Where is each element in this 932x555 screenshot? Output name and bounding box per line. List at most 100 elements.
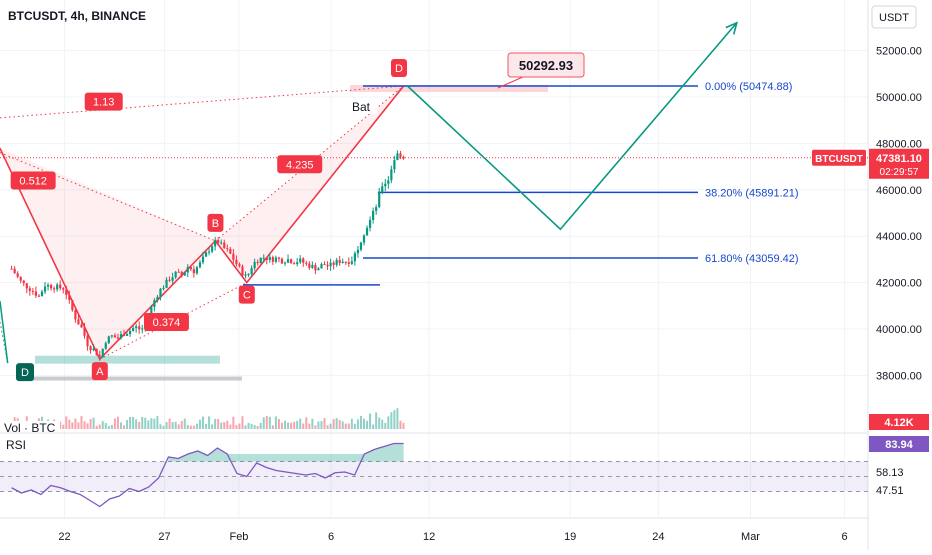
volume-bar-91	[287, 422, 290, 429]
point-badge-C	[238, 285, 255, 304]
candle-body-73	[232, 253, 235, 260]
volume-bar-62	[198, 419, 201, 429]
volume-label-bg	[0, 421, 60, 435]
volume-bar-54	[174, 421, 177, 429]
candle-body-19	[68, 295, 71, 301]
pattern-name: Bat	[352, 100, 371, 114]
candle-body-87	[274, 257, 278, 262]
volume-bar-78	[247, 422, 250, 429]
volume-bar-29	[98, 424, 101, 429]
candle-body-74	[235, 259, 238, 265]
candle-body-127	[396, 153, 399, 161]
target-callout-label: 50292.93	[519, 58, 573, 73]
volume-bar-64	[205, 423, 208, 429]
candle-body-42	[138, 326, 141, 330]
volume-bar-33	[110, 424, 113, 429]
candle-body-3	[19, 276, 22, 281]
volume-bar-98	[308, 423, 311, 429]
volume-bar-71	[226, 420, 229, 429]
x-tick-5: 19	[564, 531, 576, 543]
volume-bar-30	[101, 421, 104, 429]
volume-bar-128	[399, 420, 402, 429]
candle-body-92	[289, 259, 293, 264]
fib-label-2: 61.80% (43059.42)	[705, 253, 799, 265]
volume-bar-50	[162, 425, 165, 429]
candle-body-80	[253, 261, 256, 269]
candle-body-33	[110, 335, 113, 337]
candle-body-72	[229, 249, 232, 254]
candle-body-118	[368, 219, 372, 228]
candle-body-76	[241, 266, 244, 276]
candle-body-29	[98, 355, 101, 357]
previous-pattern: D	[0, 301, 242, 382]
volume-bar-114	[356, 419, 359, 429]
candle-body-101	[317, 268, 320, 271]
candle-body-69	[220, 242, 223, 244]
candle-body-13	[49, 284, 53, 289]
candle-body-68	[217, 240, 220, 244]
candle-body-37	[122, 334, 126, 336]
last-price-value: 47381.10	[876, 153, 922, 165]
volume-bar-81	[256, 425, 259, 429]
volume-bar-96	[302, 423, 305, 429]
candle-body-63	[201, 256, 205, 263]
rsi-value-badge	[869, 436, 929, 452]
candle-body-0	[10, 268, 13, 270]
candle-body-78	[247, 274, 250, 276]
volume-bar-80	[253, 425, 256, 429]
volume-bar-40	[132, 417, 135, 429]
volume-bar-47	[153, 418, 156, 429]
candle-body-34	[113, 335, 116, 338]
volume-bar-109	[341, 421, 344, 429]
candle-body-23	[80, 324, 83, 328]
volume-bar-44	[144, 417, 147, 429]
pattern-fill-bcd	[215, 85, 404, 283]
pattern-fill-xab	[0, 148, 216, 360]
projection	[406, 21, 738, 231]
volume-bar-51	[165, 422, 168, 429]
candle-body-43	[141, 328, 144, 330]
point-label-B: B	[212, 218, 219, 230]
volume-bar-129	[402, 422, 405, 429]
candle-body-108	[338, 260, 341, 264]
candle-body-1	[13, 268, 16, 274]
y-tick-1: 50000.00	[876, 92, 922, 104]
volume-bar-57	[183, 418, 186, 429]
volume-bar-41	[135, 419, 138, 429]
candle-body-114	[356, 249, 360, 254]
ratio-label-1: 0.512	[19, 176, 47, 188]
volume-bar-83	[262, 417, 265, 429]
candle-body-35	[116, 337, 120, 339]
ratio-badge-0	[84, 92, 123, 111]
y-tick-0: 52000.00	[876, 46, 922, 58]
candle-body-98	[308, 263, 311, 268]
volume-bar-113	[353, 423, 356, 429]
candle-body-89	[280, 258, 284, 264]
volume-bar-122	[381, 419, 384, 429]
volume-bar-38	[126, 419, 129, 429]
candle-body-20	[71, 300, 74, 311]
volume-bar-86	[271, 425, 274, 429]
ratio-line-xb	[0, 152, 216, 242]
candle-body-9	[37, 295, 41, 297]
candle-body-121	[378, 192, 381, 208]
currency-button[interactable]	[871, 5, 917, 29]
volume-bar-56	[180, 420, 183, 429]
candle-body-112	[350, 261, 353, 264]
candle-body-90	[283, 262, 287, 264]
volume-bar-58	[186, 424, 189, 429]
last-price-symbol: BTCUSDT	[815, 154, 863, 165]
candle-body-100	[314, 265, 317, 271]
volume-bar-17	[62, 424, 65, 429]
previous-point-d-badge	[16, 363, 34, 382]
candle-body-27	[92, 348, 95, 351]
volume-bar-34	[113, 418, 116, 429]
volume-bar-123	[384, 422, 387, 429]
volume-pane: Vol · BTC 4.12K	[0, 414, 929, 435]
volume-bar-43	[141, 416, 144, 429]
volume-bar-110	[344, 423, 347, 429]
candle-body-103	[323, 264, 326, 266]
volume-bar-126	[393, 410, 396, 429]
